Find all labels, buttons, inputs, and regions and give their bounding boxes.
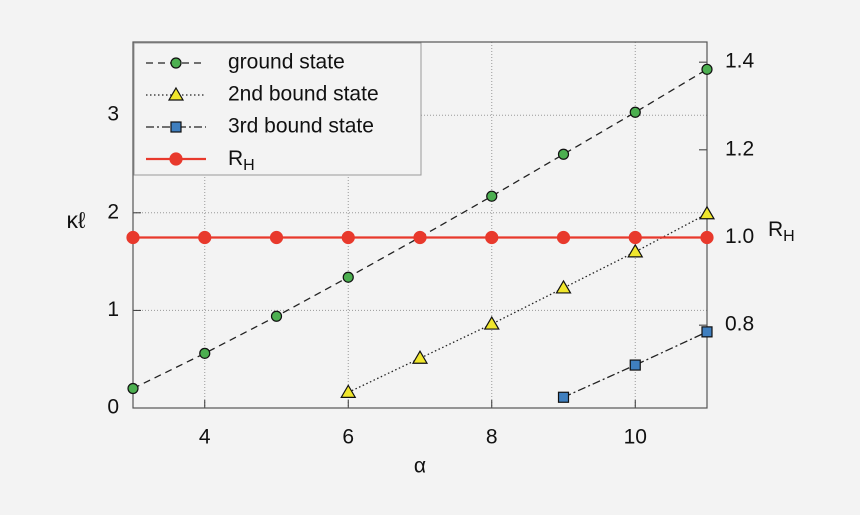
legend-marker	[167, 86, 185, 101]
x-tick-label: 8	[486, 426, 498, 449]
x-tick-label: 4	[199, 426, 211, 449]
marker	[198, 230, 212, 245]
y2-tick-label: 1.0	[725, 225, 754, 248]
marker	[701, 63, 713, 75]
plot-frame	[132, 41, 708, 409]
marker	[700, 230, 714, 245]
y2-tick-label: 1.2	[725, 137, 754, 160]
marker	[629, 106, 641, 118]
y2-axis-label: RH	[768, 218, 795, 246]
marker	[270, 310, 283, 322]
marker	[629, 359, 641, 371]
marker	[485, 230, 499, 245]
marker	[483, 315, 500, 330]
x-tick-label: 10	[624, 426, 647, 449]
series-line	[347, 213, 708, 393]
series-line	[563, 331, 708, 398]
y2-tick-label: 1.4	[725, 50, 755, 73]
legend-marker	[170, 121, 182, 133]
legend-label: ground state	[228, 51, 345, 74]
marker	[628, 230, 642, 245]
y2-tick-label: 0.8	[725, 313, 754, 336]
y-tick-label: 1	[107, 298, 119, 321]
marker	[199, 347, 211, 359]
y-tick-label: 3	[107, 103, 119, 126]
legend-label: RH	[228, 147, 255, 175]
legend-label: 3rd bound state	[228, 115, 374, 138]
marker	[340, 384, 357, 398]
marker	[341, 230, 355, 245]
y-tick-label: 0	[107, 396, 119, 419]
marker	[701, 326, 713, 338]
legend-marker	[169, 152, 183, 166]
marker	[269, 230, 284, 245]
legend-label: 2nd bound state	[228, 83, 379, 106]
y-axis-label: κℓ	[67, 207, 87, 233]
marker	[556, 230, 571, 245]
marker	[557, 391, 570, 403]
marker	[126, 230, 140, 245]
marker	[698, 205, 716, 220]
x-axis-label: α	[414, 455, 426, 478]
legend-box	[133, 42, 422, 176]
marker	[411, 350, 429, 364]
marker	[557, 148, 570, 160]
legend-marker	[170, 57, 182, 69]
marker	[127, 382, 139, 395]
marker	[342, 271, 354, 283]
marker	[555, 279, 572, 294]
y-tick-label: 2	[107, 200, 119, 223]
marker	[486, 190, 498, 202]
marker	[413, 230, 427, 245]
x-tick-label: 6	[342, 426, 354, 449]
marker	[627, 243, 644, 258]
